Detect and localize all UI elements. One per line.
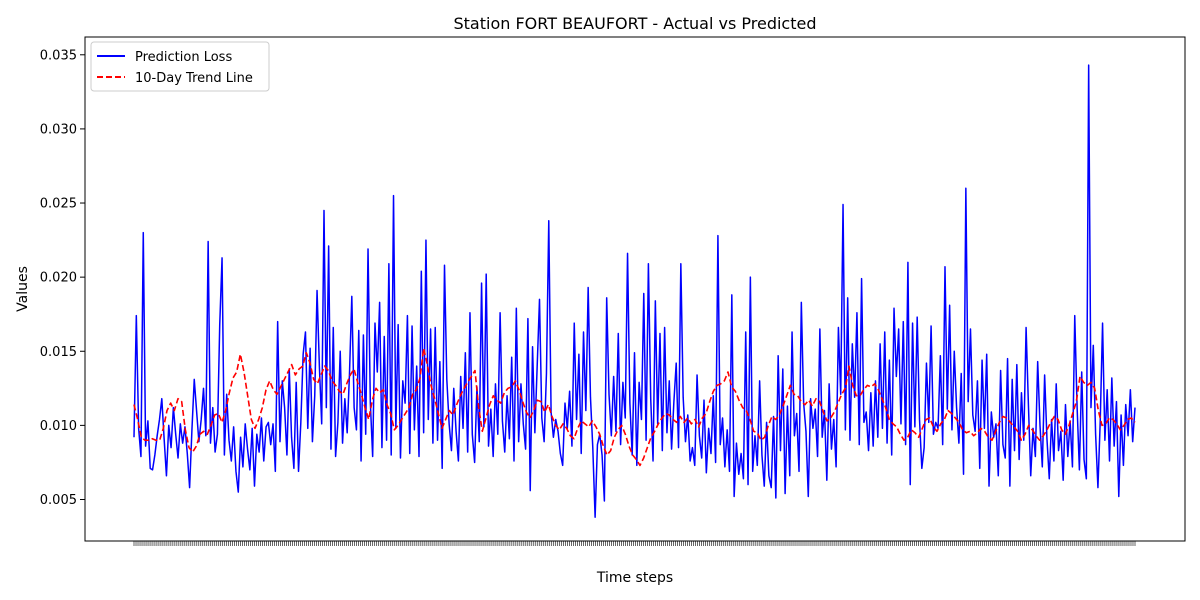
chart-title: Station FORT BEAUFORT - Actual vs Predic… — [454, 14, 817, 33]
plot-frame — [84, 36, 1186, 542]
y-tick-label: 0.015 — [40, 345, 77, 360]
y-tick-label: 0.010 — [40, 419, 77, 434]
x-axis-title: Time steps — [596, 570, 673, 586]
y-axis-title: Values — [15, 266, 31, 312]
y-tick-label: 0.030 — [40, 122, 77, 137]
y-tick-label: 0.020 — [40, 271, 77, 286]
y-tick-label: 0.035 — [40, 48, 77, 63]
legend: Prediction Loss 10-Day Trend Line — [90, 41, 270, 92]
y-tick-label: 0.005 — [40, 493, 77, 508]
x-tick-marks — [133, 541, 1136, 546]
x-axis-ticks — [133, 541, 1136, 546]
y-tick-label: 0.025 — [40, 197, 77, 212]
legend-box — [90, 41, 270, 92]
legend-label-trend-line: 10-Day Trend Line — [135, 71, 253, 86]
series-line-trend-line — [133, 347, 1136, 467]
y-axis: 0.005 0.010 0.015 0.020 0.025 0.030 0.035 — [40, 48, 85, 508]
series-line-prediction-loss — [133, 64, 1136, 519]
series-layer — [133, 64, 1136, 519]
legend-label-prediction-loss: Prediction Loss — [135, 50, 232, 65]
